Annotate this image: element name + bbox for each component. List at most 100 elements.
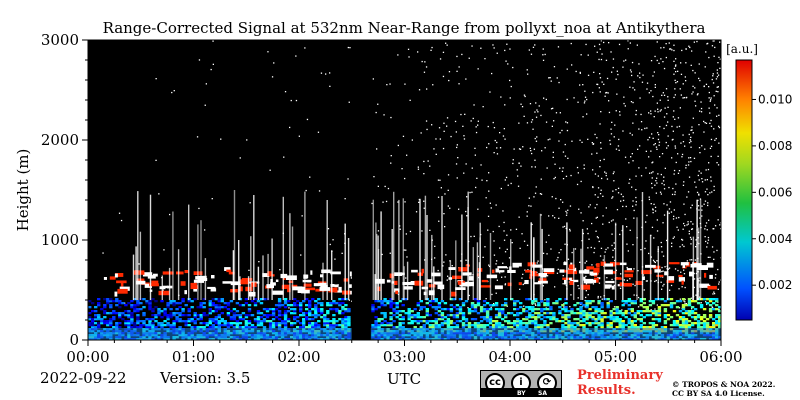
aerosol-cell <box>488 320 493 323</box>
aerosol-cell <box>374 308 378 311</box>
noise-dot <box>595 230 597 232</box>
noise-dot <box>649 172 651 174</box>
aerosol-cell <box>178 302 182 305</box>
noise-dot <box>659 156 661 158</box>
noise-dot <box>695 246 697 248</box>
aerosol-cell <box>217 308 221 311</box>
noise-dot <box>587 74 590 76</box>
aerosol-cell <box>317 308 321 311</box>
noise-dot <box>443 130 445 132</box>
layer-streak <box>238 286 243 292</box>
noise-dot <box>635 204 637 206</box>
aerosol-cell <box>663 322 668 325</box>
noise-dot <box>698 193 700 195</box>
layer-streak <box>162 271 174 275</box>
plume-streak <box>132 254 135 300</box>
noise-dot <box>706 188 708 190</box>
noise-dot <box>499 132 501 134</box>
noise-dot <box>635 109 637 112</box>
aerosol-cell <box>443 320 448 323</box>
noise-dot <box>674 268 677 270</box>
noise-dot <box>710 180 712 182</box>
aerosol-cell <box>380 312 384 315</box>
noise-dot <box>487 229 489 231</box>
noise-dot <box>628 162 630 164</box>
aerosol-cell <box>169 326 173 329</box>
aerosol-cell <box>431 306 435 309</box>
noise-dot <box>694 181 696 183</box>
aerosol-cell <box>531 322 535 325</box>
noise-dot <box>456 55 458 58</box>
noise-dot <box>477 68 479 70</box>
noise-dot <box>650 203 652 205</box>
aerosol-cell <box>202 298 206 301</box>
noise-dot <box>423 160 425 163</box>
layer-streak <box>343 278 349 282</box>
layer-streak <box>611 285 615 290</box>
aerosol-cell <box>564 316 568 319</box>
aerosol-cell <box>615 308 619 311</box>
noise-dot <box>645 167 647 169</box>
noise-dot <box>661 266 663 269</box>
aerosol-cell <box>293 322 297 325</box>
noise-dot <box>518 216 520 218</box>
noise-dot <box>138 263 140 265</box>
noise-dot <box>645 221 647 223</box>
noise-dot <box>504 49 506 52</box>
aerosol-cell <box>296 326 300 329</box>
x-tick-label: 02:00 <box>277 348 320 366</box>
aerosol-cell <box>461 302 466 305</box>
aerosol-cell <box>510 312 514 315</box>
aerosol-cell <box>597 310 601 313</box>
layer-streak <box>507 269 516 273</box>
aerosol-cell <box>672 302 677 305</box>
aerosol-cell <box>591 306 595 309</box>
aerosol-cell <box>211 302 215 305</box>
aerosol-cell <box>232 316 237 319</box>
aerosol-cell <box>130 306 134 309</box>
noise-dot <box>597 175 599 177</box>
aerosol-cell <box>133 306 137 309</box>
noise-dot <box>631 134 633 136</box>
noise-dot <box>295 99 298 102</box>
aerosol-cell <box>612 318 616 321</box>
layer-streak <box>497 266 507 269</box>
aerosol-cell <box>715 324 719 327</box>
noise-dot <box>507 63 509 65</box>
aerosol-cell <box>597 324 601 327</box>
aerosol-cell <box>419 320 423 323</box>
aerosol-cell <box>588 316 592 319</box>
aerosol-cell <box>588 314 592 317</box>
layer-streak <box>119 286 130 291</box>
aerosol-cell <box>389 302 393 305</box>
noise-dot <box>488 172 490 174</box>
aerosol-cell <box>705 318 710 321</box>
noise-dot <box>659 191 662 193</box>
aerosol-cell <box>338 324 342 327</box>
noise-dot <box>689 46 691 49</box>
noise-dot <box>498 225 500 228</box>
noise-dot <box>532 128 534 130</box>
aerosol-cell <box>525 298 529 301</box>
noise-dot <box>460 260 462 262</box>
aerosol-cell <box>139 324 143 327</box>
aerosol-cell <box>491 320 496 323</box>
aerosol-cell <box>172 314 176 317</box>
noise-dot <box>606 277 608 279</box>
aerosol-cell <box>323 320 327 323</box>
layer-streak <box>266 284 274 289</box>
noise-dot <box>713 251 715 253</box>
aerosol-cell <box>501 312 505 315</box>
noise-dot <box>534 159 536 161</box>
aerosol-cell <box>573 326 577 329</box>
noise-dot <box>486 146 488 149</box>
noise-dot <box>446 125 448 127</box>
noise-dot <box>456 70 458 72</box>
aerosol-cell <box>579 310 583 313</box>
noise-dot <box>674 191 676 193</box>
aerosol-cell <box>323 314 327 317</box>
noise-dot <box>565 175 568 177</box>
aerosol-cell <box>271 324 276 327</box>
aerosol-cell <box>208 300 212 303</box>
aerosol-cell <box>594 308 598 311</box>
